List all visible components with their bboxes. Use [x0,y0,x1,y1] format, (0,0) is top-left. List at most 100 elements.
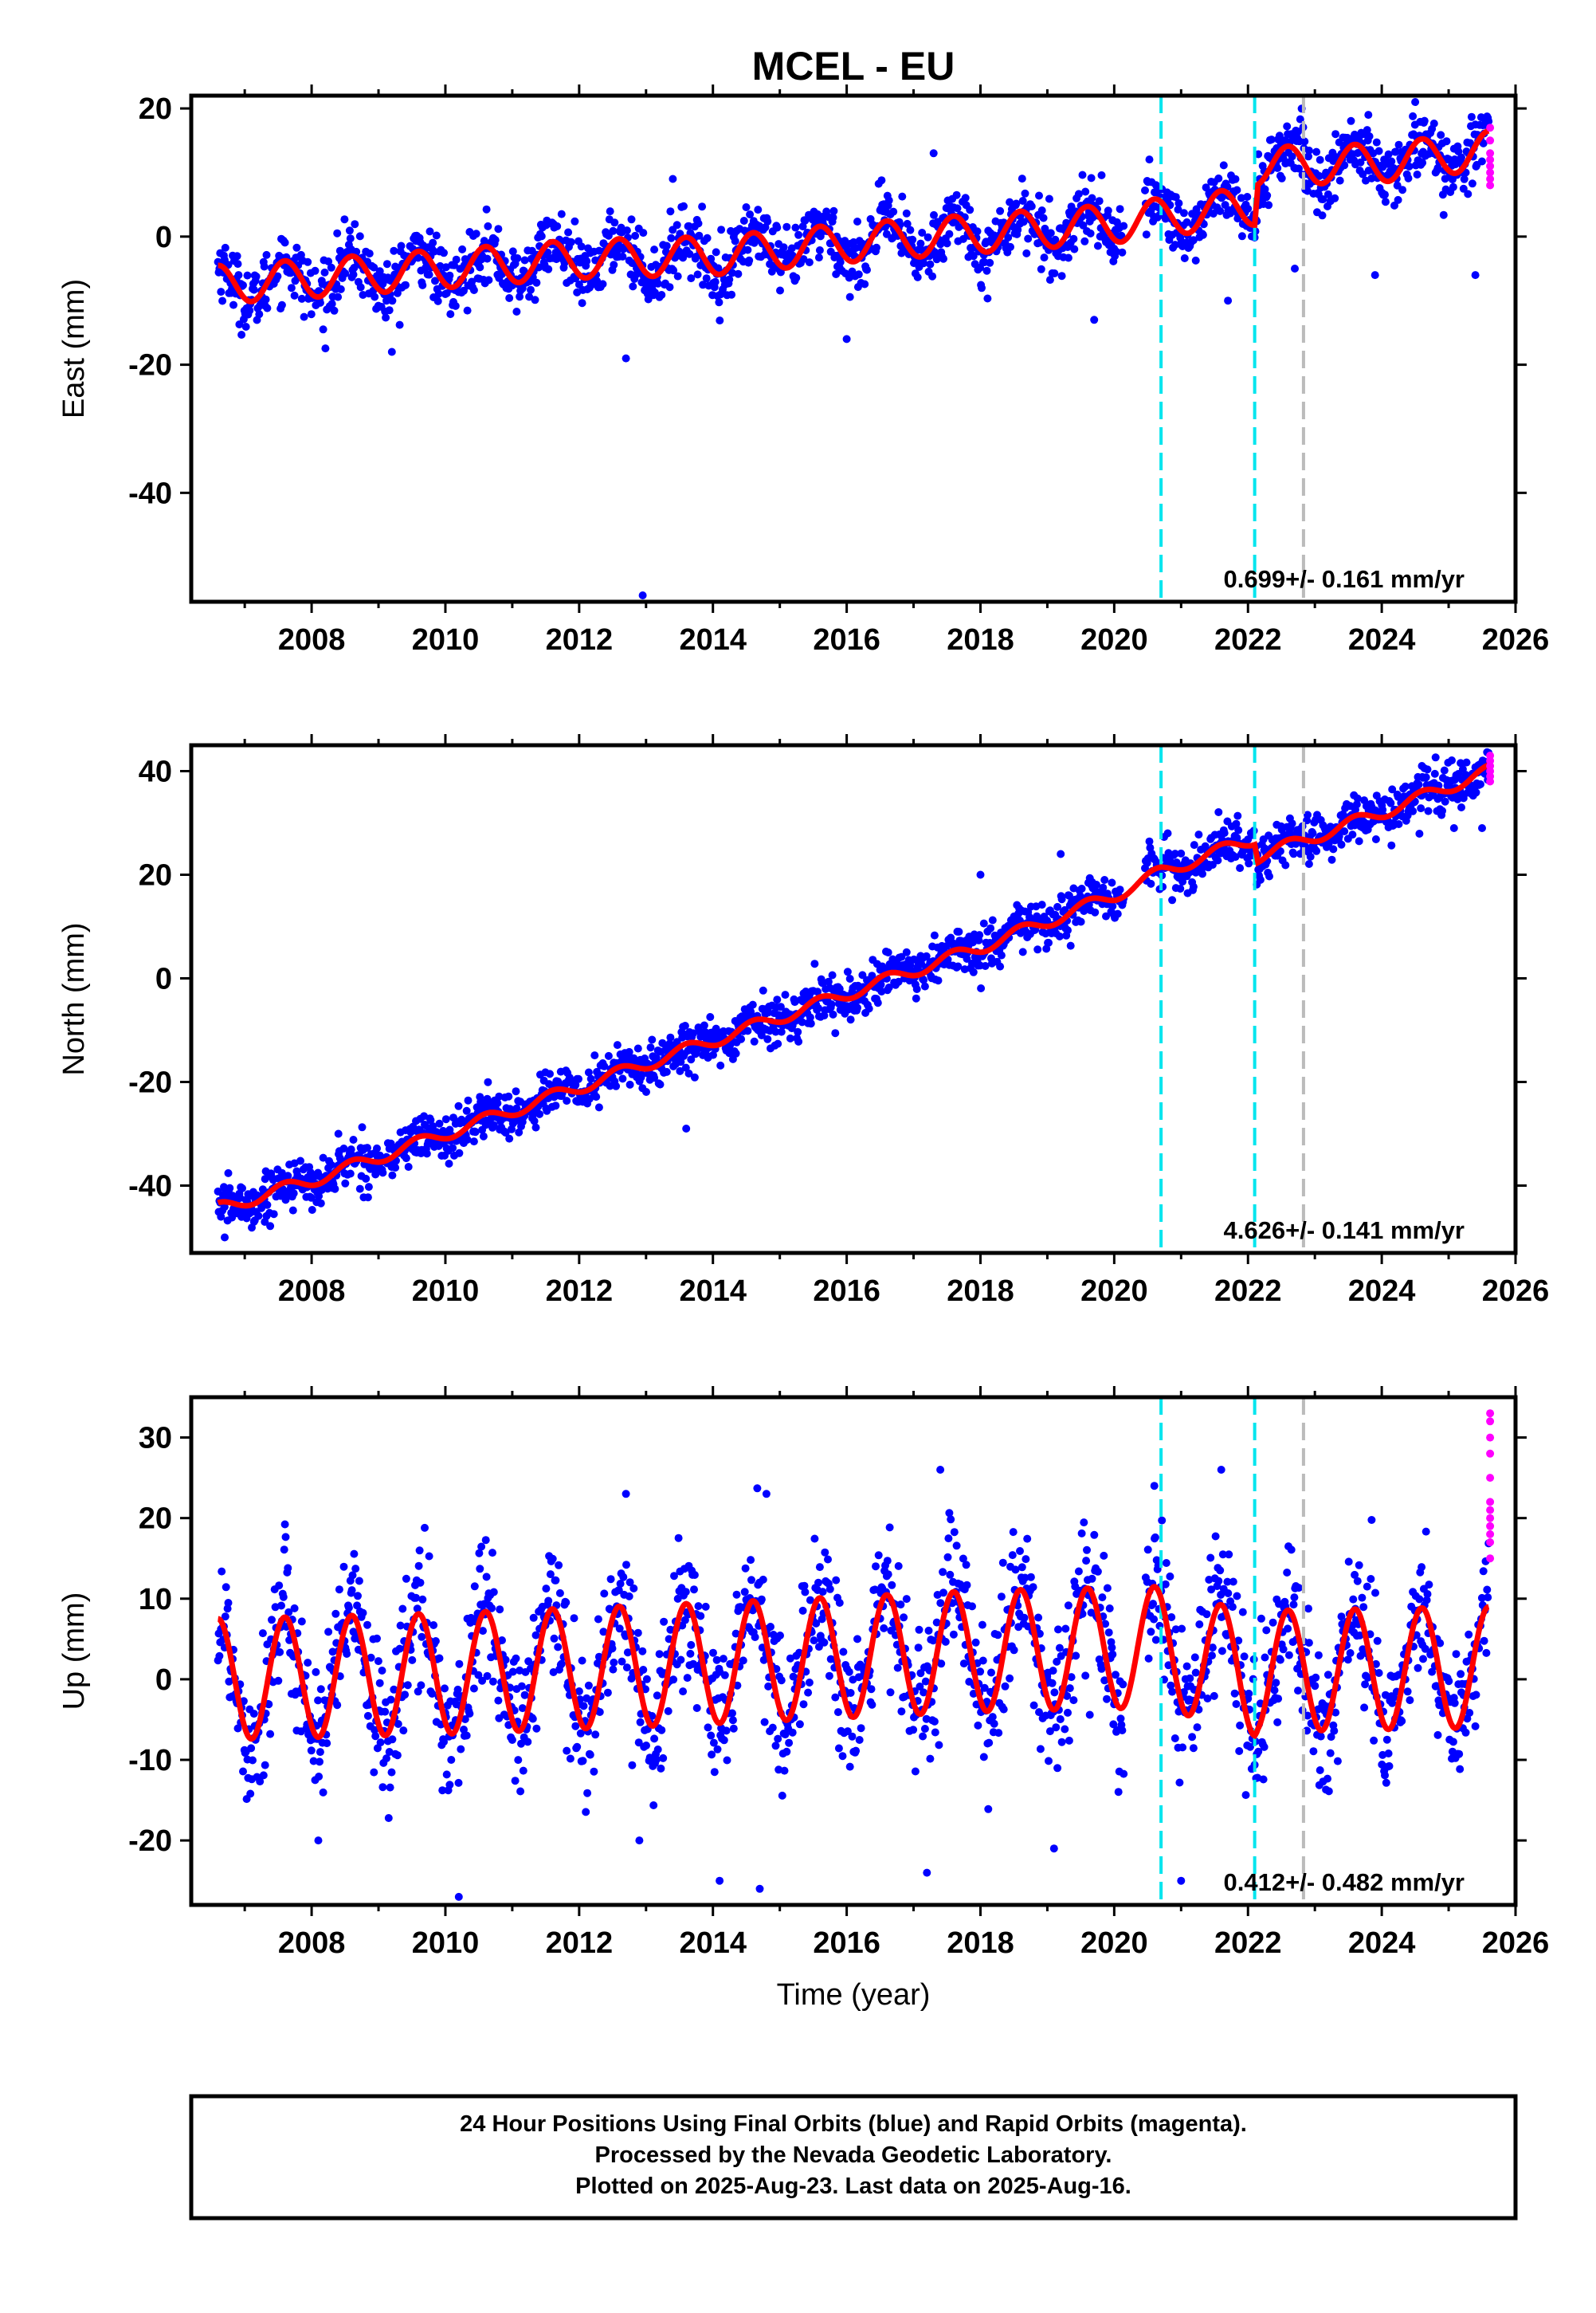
up-final-point [373,1634,381,1643]
up-final-point [215,1651,224,1660]
up-final-point [323,1739,331,1748]
east-final-point [1018,197,1027,205]
up-final-point [1006,1674,1014,1683]
east-final-point [920,259,928,268]
east-final-point [694,219,703,228]
east-final-point [715,298,723,307]
north-final-point [1189,882,1198,891]
east-final-point [1050,269,1059,277]
north-final-point [656,1080,665,1089]
up-final-point [465,1710,474,1718]
east-final-point [1468,179,1476,188]
up-final-point [1118,1726,1127,1734]
up-final-point [554,1643,563,1651]
east-final-point [693,270,702,279]
up-final-point [1218,1647,1226,1655]
north-final-point [648,1035,657,1044]
up-final-point [690,1585,698,1594]
north-final-point [997,951,1006,960]
east-outlier-point [842,335,851,344]
north-final-point [955,928,963,936]
north-final-point [1276,847,1284,855]
up-final-point [1008,1551,1017,1560]
east-final-point [1120,222,1128,230]
north-final-point [662,1067,671,1076]
up-final-point [1178,1624,1186,1633]
north-final-point [777,1027,786,1036]
up-final-point [988,1713,997,1722]
up-final-point [387,1768,396,1777]
up-final-point [1057,1738,1066,1746]
up-final-point [655,1650,664,1659]
up-final-point [660,1617,669,1626]
north-final-point [1462,758,1471,767]
east-final-point [776,286,784,295]
north-final-point [1190,841,1198,850]
up-final-point [1010,1646,1018,1655]
up-final-point [246,1789,255,1798]
east-final-point [330,306,339,315]
up-final-point [489,1588,498,1596]
east-final-point [390,246,398,255]
east-final-point [746,210,755,218]
up-final-point [885,1523,894,1532]
east-final-point [1442,137,1451,146]
north-final-point [1308,829,1317,838]
north-final-point [462,1106,471,1115]
up-final-point [1144,1654,1153,1663]
up-final-point [639,1666,648,1674]
up-final-point [1119,1680,1127,1689]
up-final-point [1232,1700,1241,1708]
east-final-point [237,331,246,339]
east-final-point [873,243,880,252]
up-final-point [583,1789,592,1797]
up-final-point [557,1659,566,1668]
up-final-point [722,1726,731,1735]
north-final-point [798,1018,806,1027]
east-final-point [1180,254,1189,262]
east-final-point [1093,242,1102,250]
north-final-point [757,1031,766,1039]
north-frame [189,743,1518,1255]
north-final-point [1033,945,1042,954]
up-final-point [833,1708,842,1717]
north-rapid-point [1486,777,1495,786]
east-final-point [711,277,720,286]
up-final-point [1052,1723,1061,1732]
up-final-point [1072,1651,1080,1660]
up-final-point [848,1732,857,1741]
east-final-point [513,254,522,262]
up-final-point [218,1567,226,1576]
north-final-point [1176,885,1185,893]
up-final-point [519,1766,527,1775]
up-final-point [633,1628,642,1637]
up-final-point [508,1667,517,1676]
north-final-point [1353,794,1362,803]
north-final-point [829,1010,837,1019]
up-final-point [551,1576,560,1585]
north-final-point [1304,860,1313,868]
north-final-point [441,1115,450,1124]
up-final-point [339,1562,348,1571]
east-final-point [320,268,329,277]
east-outlier-point [669,175,677,183]
north-final-point [865,1004,873,1013]
east-final-point [1191,256,1200,265]
up-final-point [971,1638,980,1647]
east-final-point [799,255,808,264]
east-final-point [1319,195,1327,203]
north-final-point [1042,944,1051,953]
up-final-point [532,1724,541,1733]
north-final-point [902,948,911,956]
north-final-point [652,1054,661,1062]
east-final-point [1254,150,1263,159]
up-final-point [778,1791,786,1800]
up-final-point [1009,1528,1018,1537]
east-final-point [1390,164,1398,172]
north-final-point [1055,932,1064,941]
north-final-point [750,1037,759,1046]
up-final-point [1061,1725,1069,1734]
up-final-point [1216,1566,1225,1575]
north-final-point [1312,846,1321,855]
east-final-point [345,226,354,235]
